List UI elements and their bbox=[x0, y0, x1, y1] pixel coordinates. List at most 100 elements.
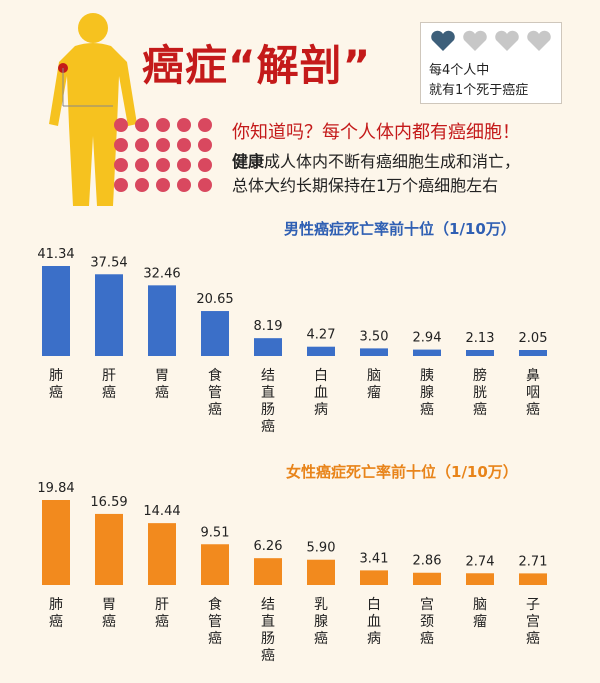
bar-value-label: 2.13 bbox=[466, 331, 495, 346]
cell-dot bbox=[156, 118, 170, 132]
bar-value-label: 2.94 bbox=[413, 331, 442, 346]
cell-dot bbox=[135, 138, 149, 152]
bar bbox=[519, 350, 547, 356]
category-label: 胃癌 bbox=[102, 597, 116, 630]
heart-icon-filled bbox=[431, 30, 455, 51]
category-label: 结直肠癌 bbox=[261, 368, 275, 435]
bar-value-label: 41.34 bbox=[37, 247, 74, 262]
category-label: 宫颈癌 bbox=[420, 597, 434, 647]
female-chart: 女性癌症死亡率前十位（1/10万） 19.84 肺癌 16.59 胃癌 14.44 肝癌 9… bbox=[0, 457, 600, 683]
bar-value-label: 3.41 bbox=[360, 551, 389, 566]
cell-dot bbox=[156, 158, 170, 172]
category-label: 脑瘤 bbox=[473, 597, 487, 630]
bar bbox=[466, 573, 494, 585]
bar bbox=[519, 573, 547, 585]
cancer-cells-icon bbox=[114, 118, 212, 192]
category-label: 食管癌 bbox=[208, 367, 222, 418]
category-label: 脑瘤 bbox=[367, 368, 381, 401]
statistic-box: 每4个人中 就有1个死于癌症 bbox=[420, 22, 562, 104]
heart-icon bbox=[527, 30, 551, 51]
bar bbox=[42, 266, 70, 356]
bar bbox=[360, 348, 388, 356]
cell-dot bbox=[177, 158, 191, 172]
bar bbox=[254, 558, 282, 585]
bar-value-label: 5.90 bbox=[307, 541, 336, 556]
bar-value-label: 8.19 bbox=[254, 319, 283, 334]
bar bbox=[307, 559, 335, 585]
bar bbox=[201, 544, 229, 585]
cell-dot bbox=[135, 178, 149, 192]
bar-value-label: 2.74 bbox=[466, 554, 495, 569]
heart-icon bbox=[495, 30, 519, 51]
bar bbox=[466, 350, 494, 356]
male-chart-title: 男性癌症死亡率前十位（1/10万） bbox=[284, 220, 516, 238]
category-label: 膀胱癌 bbox=[473, 367, 487, 418]
category-label: 结直肠癌 bbox=[261, 597, 275, 664]
cell-dot bbox=[135, 118, 149, 132]
cell-dot bbox=[114, 138, 128, 152]
page-title: 癌症“解剖” bbox=[142, 41, 372, 90]
category-label: 肝癌 bbox=[102, 368, 116, 401]
bar bbox=[307, 346, 335, 356]
heart-icon bbox=[463, 30, 487, 51]
cell-dot bbox=[198, 118, 212, 132]
question-text: 你知道吗？每个人体内都有癌细胞！ bbox=[232, 122, 520, 143]
cell-dot bbox=[156, 138, 170, 152]
bar-value-label: 32.46 bbox=[143, 266, 180, 281]
cell-dot bbox=[198, 158, 212, 172]
bar-value-label: 3.50 bbox=[360, 329, 389, 344]
cell-dot bbox=[177, 178, 191, 192]
bar bbox=[201, 311, 229, 356]
cell-dot bbox=[198, 138, 212, 152]
bar-value-label: 37.54 bbox=[90, 255, 127, 270]
fact-bold: 健康 bbox=[232, 152, 265, 171]
bar bbox=[360, 570, 388, 585]
cell-dot bbox=[156, 178, 170, 192]
category-label: 食管癌 bbox=[208, 596, 222, 647]
category-label: 鼻咽癌 bbox=[526, 367, 540, 418]
bar-value-label: 2.86 bbox=[413, 554, 442, 569]
bar bbox=[254, 338, 282, 356]
fact-rest: 成人体内不断有癌细胞生成和消亡， bbox=[264, 152, 521, 171]
category-label: 子宫癌 bbox=[526, 597, 540, 647]
bar bbox=[148, 523, 176, 585]
category-label: 肝癌 bbox=[155, 597, 169, 630]
bar-value-label: 16.59 bbox=[90, 495, 127, 510]
bar bbox=[95, 274, 123, 356]
bar bbox=[413, 572, 441, 585]
category-label: 肺癌 bbox=[49, 368, 63, 401]
fact-line-2: 总体大约长期保持在1万个癌细胞左右 bbox=[232, 176, 499, 195]
male-bar-chart: 41.34 肺癌 37.54 肝癌 32.46 胃癌 20.65 食管癌 8.19 结直肠癌 4.2… bbox=[37, 247, 548, 435]
bar bbox=[95, 513, 123, 585]
category-label: 白血病 bbox=[367, 597, 381, 647]
bar-value-label: 9.51 bbox=[201, 525, 230, 540]
cell-dot bbox=[177, 118, 191, 132]
category-label: 肺癌 bbox=[49, 597, 63, 630]
bar-value-label: 14.44 bbox=[143, 504, 180, 519]
category-label: 白血病 bbox=[314, 368, 328, 418]
cell-dot bbox=[198, 178, 212, 192]
bar-value-label: 2.05 bbox=[519, 331, 548, 346]
bar-value-label: 4.27 bbox=[307, 328, 336, 343]
female-bar-chart: 19.84 肺癌 16.59 胃癌 14.44 肝癌 9.51 食管癌 6.26 结直肠癌 5.90… bbox=[37, 481, 548, 664]
cell-dot bbox=[114, 158, 128, 172]
category-label: 胃癌 bbox=[155, 368, 169, 401]
bar-value-label: 6.26 bbox=[254, 539, 283, 554]
header-section: 癌症“解剖” 每4个人中 就有1个死于癌症 你知道吗？每个人体内都有癌细胞！ 健… bbox=[0, 0, 600, 210]
heart-icons bbox=[431, 30, 551, 51]
bar-value-label: 19.84 bbox=[37, 481, 74, 496]
cell-dot bbox=[114, 178, 128, 192]
female-chart-title: 女性癌症死亡率前十位（1/10万） bbox=[286, 463, 518, 481]
bar-value-label: 2.71 bbox=[519, 554, 548, 569]
bar-value-label: 20.65 bbox=[196, 292, 233, 307]
cell-dot bbox=[114, 118, 128, 132]
stat-line-2: 就有1个死于癌症 bbox=[429, 83, 529, 98]
cell-dot bbox=[177, 138, 191, 152]
stat-line-1: 每4个人中 bbox=[429, 63, 490, 78]
category-label: 乳腺癌 bbox=[314, 597, 328, 647]
bar bbox=[148, 285, 176, 356]
fact-line-1: 健康成人体内不断有癌细胞生成和消亡， bbox=[232, 148, 520, 172]
male-chart: 男性癌症死亡率前十位（1/10万） 41.34 肺癌 37.54 肝癌 32.46 胃癌 2… bbox=[0, 212, 600, 457]
bar bbox=[42, 500, 70, 585]
bar bbox=[413, 349, 441, 356]
